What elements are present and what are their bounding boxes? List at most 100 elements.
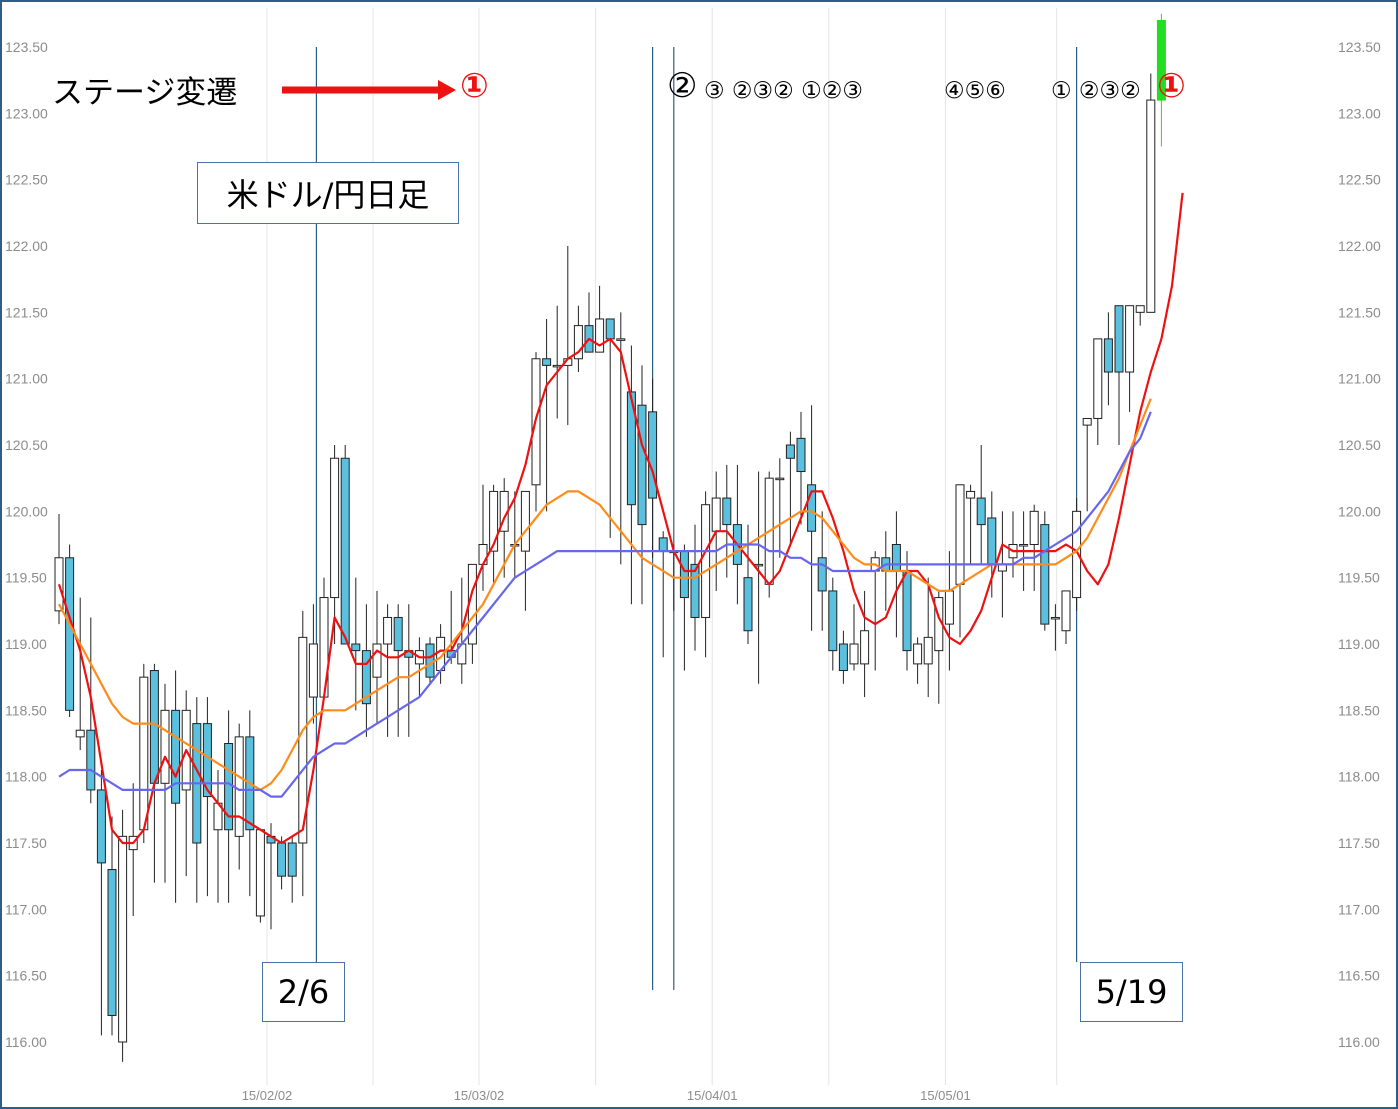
date-label-feb-6: 2/6 [262,962,345,1022]
candle-body [75,729,85,738]
candle-body [361,650,371,705]
candle-body [637,404,647,526]
candle-body [520,490,530,552]
candle-body [340,457,350,645]
candle-body [1135,305,1145,313]
stage-seq-3: ① ②③② [1051,78,1141,104]
candle-body [626,391,636,506]
y-tick-label-left: 116.00 [5,1034,47,1050]
candle-body [149,670,159,784]
candle-body [489,490,499,552]
stage-arrow [282,80,456,100]
candle-body [891,544,901,572]
candle-body [807,484,817,532]
candle-body [817,557,827,592]
stage-seq-2: ④⑤⑥ [944,78,1006,104]
candle-body [616,338,626,341]
y-tick-label-left: 121.50 [5,304,48,320]
candle-body [1146,99,1156,313]
candle-body [542,358,552,366]
y-tick-label-right: 119.50 [1338,570,1380,586]
candle-body [595,318,605,353]
candle-body [860,630,870,665]
candle-body [658,537,668,552]
x-tick-label: 15/05/01 [920,1088,971,1103]
candle-body [552,364,562,368]
stage-seq-1: ③ ②③② ①②③ [704,78,863,104]
candle-body [425,643,435,678]
y-tick-label-right: 119.00 [1338,636,1380,652]
candle-body [393,616,403,652]
candle-body [1093,338,1103,419]
candle-body [701,504,711,618]
candle-body [330,457,340,599]
y-tick-label-left: 120.50 [5,437,48,453]
candle-body [372,643,382,678]
candle-body [775,477,785,481]
y-tick-label-left: 120.00 [5,503,48,519]
y-tick-label-right: 120.50 [1338,437,1381,453]
y-tick-label-left: 122.00 [5,238,48,254]
candle-body [648,411,658,499]
candle-body [1125,305,1135,373]
candle-body [1019,544,1029,547]
candle-body [383,616,393,645]
candle-body [287,842,297,877]
stage-end-mark: ① [1157,66,1186,106]
stage-seq-big: ② [667,66,698,106]
y-tick-label-right: 121.50 [1338,304,1381,320]
candle-body [234,736,244,837]
candle-body [65,557,75,711]
candle-body [1082,417,1092,426]
candle-body [139,676,149,831]
candle-body [1029,510,1039,546]
candle-body [171,709,181,804]
candle-body [722,497,732,526]
y-tick-label-left: 117.50 [5,835,47,851]
candle-body [1040,524,1050,625]
candle-body [1114,305,1124,373]
candle-body [1103,338,1113,373]
y-tick-label-left: 117.00 [5,901,47,917]
arrow-head [438,80,456,100]
candle-body [944,590,954,625]
y-tick-label-left: 121.00 [5,371,48,387]
candle-body [754,563,764,567]
candle-body [86,729,96,791]
x-tick-label: 15/03/02 [454,1088,505,1103]
candle-body [1050,616,1060,620]
stage-title: ステージ変遷 [52,75,238,111]
y-tick-label-right: 117.50 [1338,835,1380,851]
y-tick-label-right: 118.50 [1338,702,1380,718]
candle-body [711,497,721,532]
candle-body [679,550,689,599]
candle-body [923,636,933,665]
candle-body [298,636,308,844]
y-tick-label-right: 123.00 [1338,105,1381,121]
y-tick-label-right: 120.00 [1338,503,1381,519]
y-tick-label-left: 122.50 [5,172,48,188]
candle-body [976,497,986,526]
y-tick-label-right: 118.00 [1338,769,1380,785]
candle-body [849,643,859,665]
candle-body [828,590,838,652]
candle-body [118,835,128,1043]
candle-body [1061,590,1071,632]
candle-body [743,577,753,632]
candle-body [1156,19,1166,101]
x-tick-label: 15/04/01 [687,1088,738,1103]
y-tick-label-left: 119.00 [5,636,47,652]
y-tick-label-left: 119.50 [5,570,47,586]
y-tick-label-left: 123.50 [5,39,48,55]
candle-body [573,325,583,360]
candle-body [160,709,170,784]
y-tick-label-left: 116.50 [5,968,47,984]
y-tick-label-right: 116.50 [1338,968,1380,984]
candle-body [796,437,806,473]
y-tick-label-right: 121.00 [1338,371,1381,387]
date-label-may-19: 5/19 [1080,962,1183,1022]
pair-label: 米ドル/円日足 [197,162,459,224]
y-tick-label-left: 118.00 [5,769,47,785]
